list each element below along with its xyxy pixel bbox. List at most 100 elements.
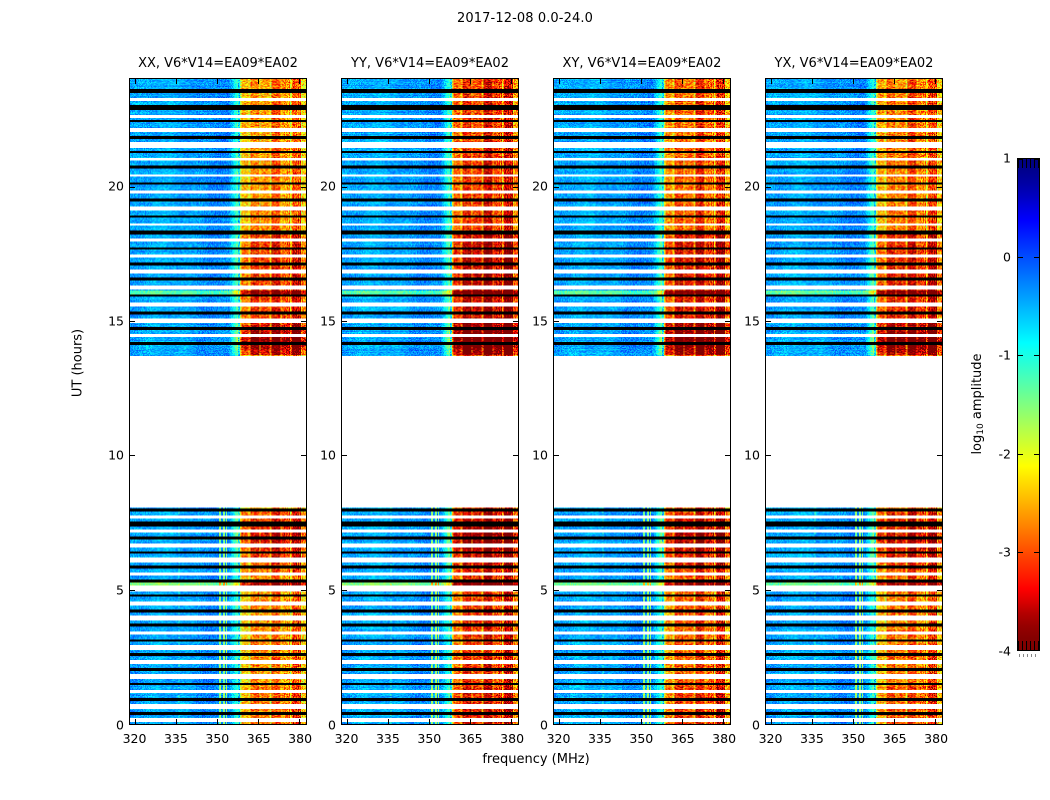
x-tick-label: 365 xyxy=(246,731,271,746)
y-tick-mark xyxy=(766,724,771,725)
panel-yy: YY, V6*V14=EA09*EA02 0 5 10 15 20 320 335 350 36… xyxy=(320,56,524,746)
axes-xx[interactable] xyxy=(129,78,307,725)
y-tick-mark xyxy=(766,455,771,457)
y-tick-mark xyxy=(554,455,559,457)
y-tick-mark xyxy=(554,320,559,322)
y-tick-label: 10 xyxy=(744,447,760,463)
colorbar-label: log10 amplitude xyxy=(970,353,986,454)
y-tick-label: 10 xyxy=(320,447,336,463)
y-tick-mark xyxy=(554,186,559,188)
y-tick-label: 5 xyxy=(116,582,124,598)
colorbar-tick-mark xyxy=(1034,551,1039,553)
y-tick-label: 5 xyxy=(540,582,548,598)
y-tick-mark xyxy=(725,455,730,457)
colorbar-gradient xyxy=(1018,159,1039,650)
x-tick-mark xyxy=(894,79,896,84)
colorbar-tick-mark xyxy=(1018,650,1023,651)
y-tick-mark xyxy=(725,320,730,322)
colorbar-tick-mark xyxy=(1034,355,1039,357)
colorbar-tick-label: -3 xyxy=(998,544,1011,560)
y-tick-mark xyxy=(301,320,306,322)
y-tick-mark xyxy=(554,724,559,725)
x-tick-mark xyxy=(853,719,855,724)
x-tick-label: 380 xyxy=(500,731,525,746)
colorbar-tick-label: 1 xyxy=(1003,150,1011,166)
x-tick-mark xyxy=(347,79,349,84)
y-tick-mark xyxy=(937,589,942,591)
x-tick-label: 335 xyxy=(163,731,188,746)
x-tick-mark xyxy=(217,79,219,84)
colorbar-tick-mark xyxy=(1034,257,1039,259)
x-tick-mark xyxy=(429,719,431,724)
y-tick-mark xyxy=(725,186,730,188)
x-tick-mark xyxy=(894,719,896,724)
colorbar-top-hatch xyxy=(1018,159,1039,168)
x-tick-mark xyxy=(217,719,219,724)
colorbar-tick-mark xyxy=(1018,551,1023,553)
colorbar-label-tail: amplitude xyxy=(970,353,985,424)
y-tick-mark xyxy=(937,320,942,322)
colorbar[interactable] xyxy=(1017,158,1040,651)
y-tick-mark xyxy=(130,186,135,188)
axes-yy[interactable] xyxy=(341,78,519,725)
y-tick-mark xyxy=(342,186,347,188)
y-tick-mark xyxy=(301,589,306,591)
x-tick-mark xyxy=(258,719,260,724)
panel-title-xy: XY, V6*V14=EA09*EA02 xyxy=(562,56,722,71)
colorbar-tick-label: -2 xyxy=(998,446,1011,462)
colorbar-tick-label: -1 xyxy=(998,347,1011,363)
x-tick-mark xyxy=(258,79,260,84)
x-tick-mark xyxy=(723,719,725,724)
y-tick-label: 10 xyxy=(108,447,124,463)
y-tick-mark xyxy=(937,724,942,725)
y-tick-mark xyxy=(301,724,306,725)
x-tick-label: 320 xyxy=(334,731,359,746)
y-tick-mark xyxy=(342,320,347,322)
colorbar-tick-mark xyxy=(1018,355,1023,357)
x-tick-label: 350 xyxy=(841,731,866,746)
y-tick-label: 15 xyxy=(320,313,336,329)
panel-yx: YX, V6*V14=EA09*EA02 0 5 10 15 20 320 335 350 36… xyxy=(744,56,948,746)
x-tick-mark xyxy=(641,719,643,724)
y-tick-mark xyxy=(130,589,135,591)
x-axis-label: frequency (MHz) xyxy=(482,752,590,767)
x-tick-label: 365 xyxy=(882,731,907,746)
y-tick-label: 20 xyxy=(532,178,548,194)
x-tick-label: 365 xyxy=(670,731,695,746)
x-tick-label: 335 xyxy=(587,731,612,746)
axes-xy[interactable] xyxy=(553,78,731,725)
x-tick-label: 380 xyxy=(924,731,949,746)
y-tick-label: 5 xyxy=(752,582,760,598)
y-tick-mark xyxy=(513,320,518,322)
x-tick-mark xyxy=(853,79,855,84)
y-tick-label: 15 xyxy=(108,313,124,329)
x-tick-mark xyxy=(347,719,349,724)
x-tick-mark xyxy=(388,79,390,84)
colorbar-tick-label: -4 xyxy=(998,643,1011,659)
x-tick-mark xyxy=(470,719,472,724)
y-tick-label: 10 xyxy=(532,447,548,463)
colorbar-label-main: log xyxy=(970,434,985,455)
panel-title-yy: YY, V6*V14=EA09*EA02 xyxy=(351,56,509,71)
x-tick-mark xyxy=(600,719,602,724)
y-tick-label: 20 xyxy=(744,178,760,194)
y-tick-label: 20 xyxy=(108,178,124,194)
x-tick-mark xyxy=(511,79,513,84)
panel-title-xx: XX, V6*V14=EA09*EA02 xyxy=(138,56,298,71)
y-tick-mark xyxy=(937,186,942,188)
y-tick-mark xyxy=(342,589,347,591)
x-tick-mark xyxy=(771,79,773,84)
y-tick-mark xyxy=(937,455,942,457)
y-tick-mark xyxy=(554,589,559,591)
x-tick-label: 350 xyxy=(629,731,654,746)
axes-yx[interactable] xyxy=(765,78,943,725)
colorbar-tick-mark xyxy=(1034,650,1039,651)
x-tick-mark xyxy=(682,79,684,84)
colorbar-tick-mark xyxy=(1034,453,1039,455)
x-tick-label: 335 xyxy=(799,731,824,746)
y-tick-mark xyxy=(130,724,135,725)
x-tick-mark xyxy=(299,79,301,84)
y-tick-mark xyxy=(130,455,135,457)
y-tick-mark xyxy=(513,589,518,591)
